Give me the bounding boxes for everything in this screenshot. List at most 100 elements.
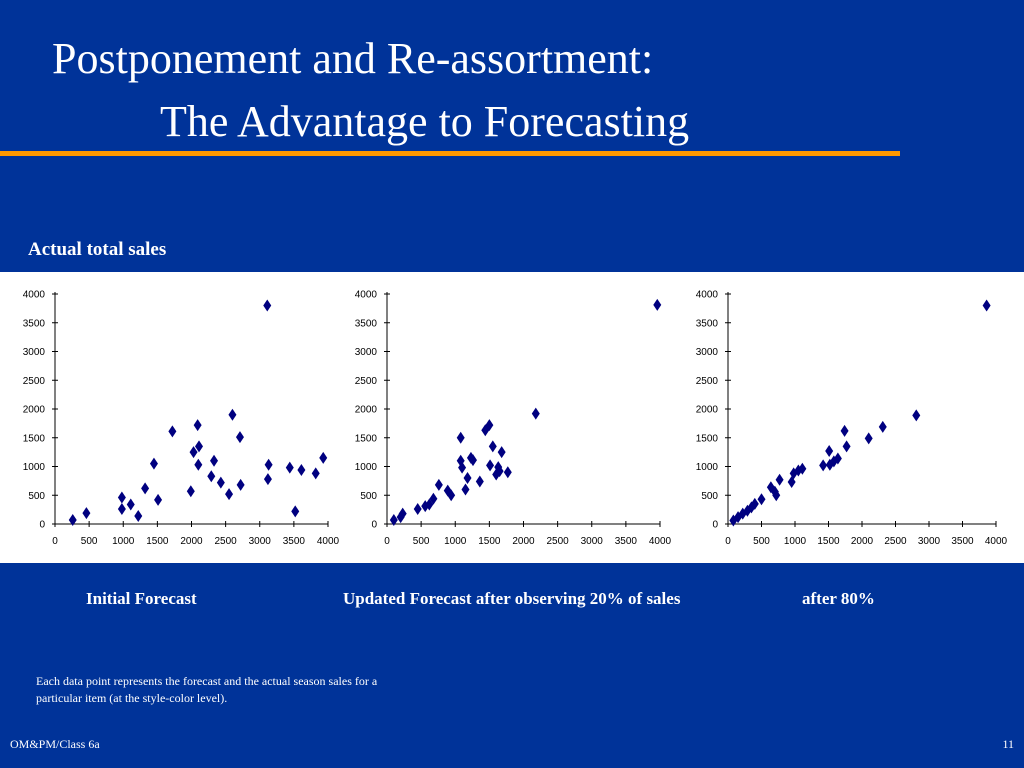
x-tick-label: 1000 (444, 536, 467, 547)
data-point (485, 419, 494, 432)
x-tick-label: 2500 (547, 536, 570, 547)
data-point (117, 491, 126, 504)
data-point (68, 513, 77, 526)
y-tick-label: 3000 (23, 347, 46, 358)
x-tick-label: 2000 (512, 536, 535, 547)
data-point (825, 444, 834, 457)
page-number: 11 (1002, 737, 1014, 751)
x-tick-label: 1500 (146, 536, 169, 547)
data-point (126, 498, 135, 511)
data-point (264, 458, 273, 471)
data-point (189, 446, 198, 459)
data-point (495, 465, 504, 478)
x-tick-label: 2000 (851, 536, 874, 547)
data-point (503, 466, 512, 479)
y-tick-label: 0 (39, 520, 45, 531)
data-point (653, 298, 662, 311)
data-point (285, 461, 294, 474)
data-point (456, 431, 465, 444)
y-tick-label: 1000 (355, 462, 378, 473)
data-point (421, 500, 430, 513)
y-tick-label: 500 (360, 491, 377, 502)
chart-band (0, 272, 1024, 563)
data-point (757, 493, 766, 506)
data-point (458, 461, 467, 474)
data-point (434, 478, 443, 491)
x-tick-label: 500 (753, 536, 770, 547)
data-point (772, 489, 781, 502)
y-tick-label: 2500 (355, 376, 378, 387)
x-tick-label: 3000 (581, 536, 604, 547)
data-point (488, 440, 497, 453)
data-point (149, 457, 158, 470)
x-tick-label: 2500 (215, 536, 238, 547)
y-tick-label: 1000 (23, 462, 46, 473)
footer-course-label: OM&PM/Class 6a (10, 737, 100, 751)
data-point (492, 468, 501, 481)
y-tick-label: 4000 (355, 290, 378, 301)
data-point (225, 488, 234, 501)
data-point (497, 446, 506, 459)
data-point (798, 462, 807, 475)
x-tick-label: 4000 (317, 536, 340, 547)
data-point (389, 513, 398, 526)
data-point (729, 514, 738, 527)
y-tick-label: 1000 (696, 462, 719, 473)
data-point (461, 483, 470, 496)
data-point (319, 451, 328, 464)
slide-title-line-1: Postponement and Re-assortment: (52, 34, 654, 83)
x-tick-label: 3000 (249, 536, 272, 547)
y-tick-label: 3500 (23, 318, 46, 329)
scatter-chart-2: 0 500 1000 1500 2000 2500 3000 3500 4000 0 500 1000… (355, 290, 672, 548)
y-tick-label: 4000 (23, 290, 46, 301)
footnote-text: Each data point represents the forecast … (36, 674, 378, 705)
data-point (291, 505, 300, 518)
y-tick-label: 0 (371, 520, 377, 531)
data-point (864, 432, 873, 445)
data-point (429, 492, 438, 505)
data-point (134, 509, 143, 522)
data-point (819, 459, 828, 472)
data-point (207, 470, 216, 483)
data-point (494, 461, 503, 474)
data-point (194, 458, 203, 471)
title-underline-rule (0, 151, 900, 156)
x-tick-label: 3500 (283, 536, 306, 547)
y-tick-label: 500 (28, 491, 45, 502)
data-point (193, 419, 202, 432)
x-tick-label: 1000 (112, 536, 135, 547)
data-point (468, 454, 477, 467)
scatter-charts: 0 500 1000 1500 2000 2500 3000 3500 4000 0 500 1000… (23, 290, 1008, 548)
data-point (263, 473, 272, 486)
data-point (463, 472, 472, 484)
x-tick-label: 3500 (951, 536, 974, 547)
scatter-chart-1: 0 500 1000 1500 2000 2500 3000 3500 4000 0 500 1000… (23, 290, 340, 548)
x-tick-label: 1500 (817, 536, 840, 547)
x-tick-label: 1500 (478, 536, 501, 547)
x-tick-label: 2500 (884, 536, 907, 547)
data-point (235, 431, 244, 444)
data-point (775, 473, 784, 486)
x-tick-label: 3000 (918, 536, 941, 547)
data-point (486, 459, 495, 472)
caption-initial-forecast: Initial Forecast (86, 589, 197, 608)
y-tick-label: 3500 (355, 318, 378, 329)
section-subtitle: Actual total sales (28, 239, 167, 260)
data-point (750, 497, 759, 510)
x-tick-label: 0 (384, 536, 390, 547)
x-tick-label: 0 (725, 536, 731, 547)
data-point (154, 493, 163, 506)
y-tick-label: 2500 (23, 376, 46, 387)
caption-updated-forecast-20: Updated Forecast after observing 20% of … (343, 589, 681, 608)
data-point (531, 407, 540, 420)
data-point (141, 482, 150, 495)
data-point (210, 454, 219, 467)
y-tick-label: 3500 (696, 318, 719, 329)
x-tick-label: 0 (52, 536, 58, 547)
y-tick-label: 2000 (696, 405, 719, 416)
y-tick-label: 1500 (696, 433, 719, 444)
data-point (833, 452, 842, 465)
scatter-chart-3: 0 500 1000 1500 2000 2500 3000 3500 4000 0 500 1000… (696, 290, 1008, 548)
y-tick-label: 1500 (355, 433, 378, 444)
data-point (297, 463, 306, 476)
